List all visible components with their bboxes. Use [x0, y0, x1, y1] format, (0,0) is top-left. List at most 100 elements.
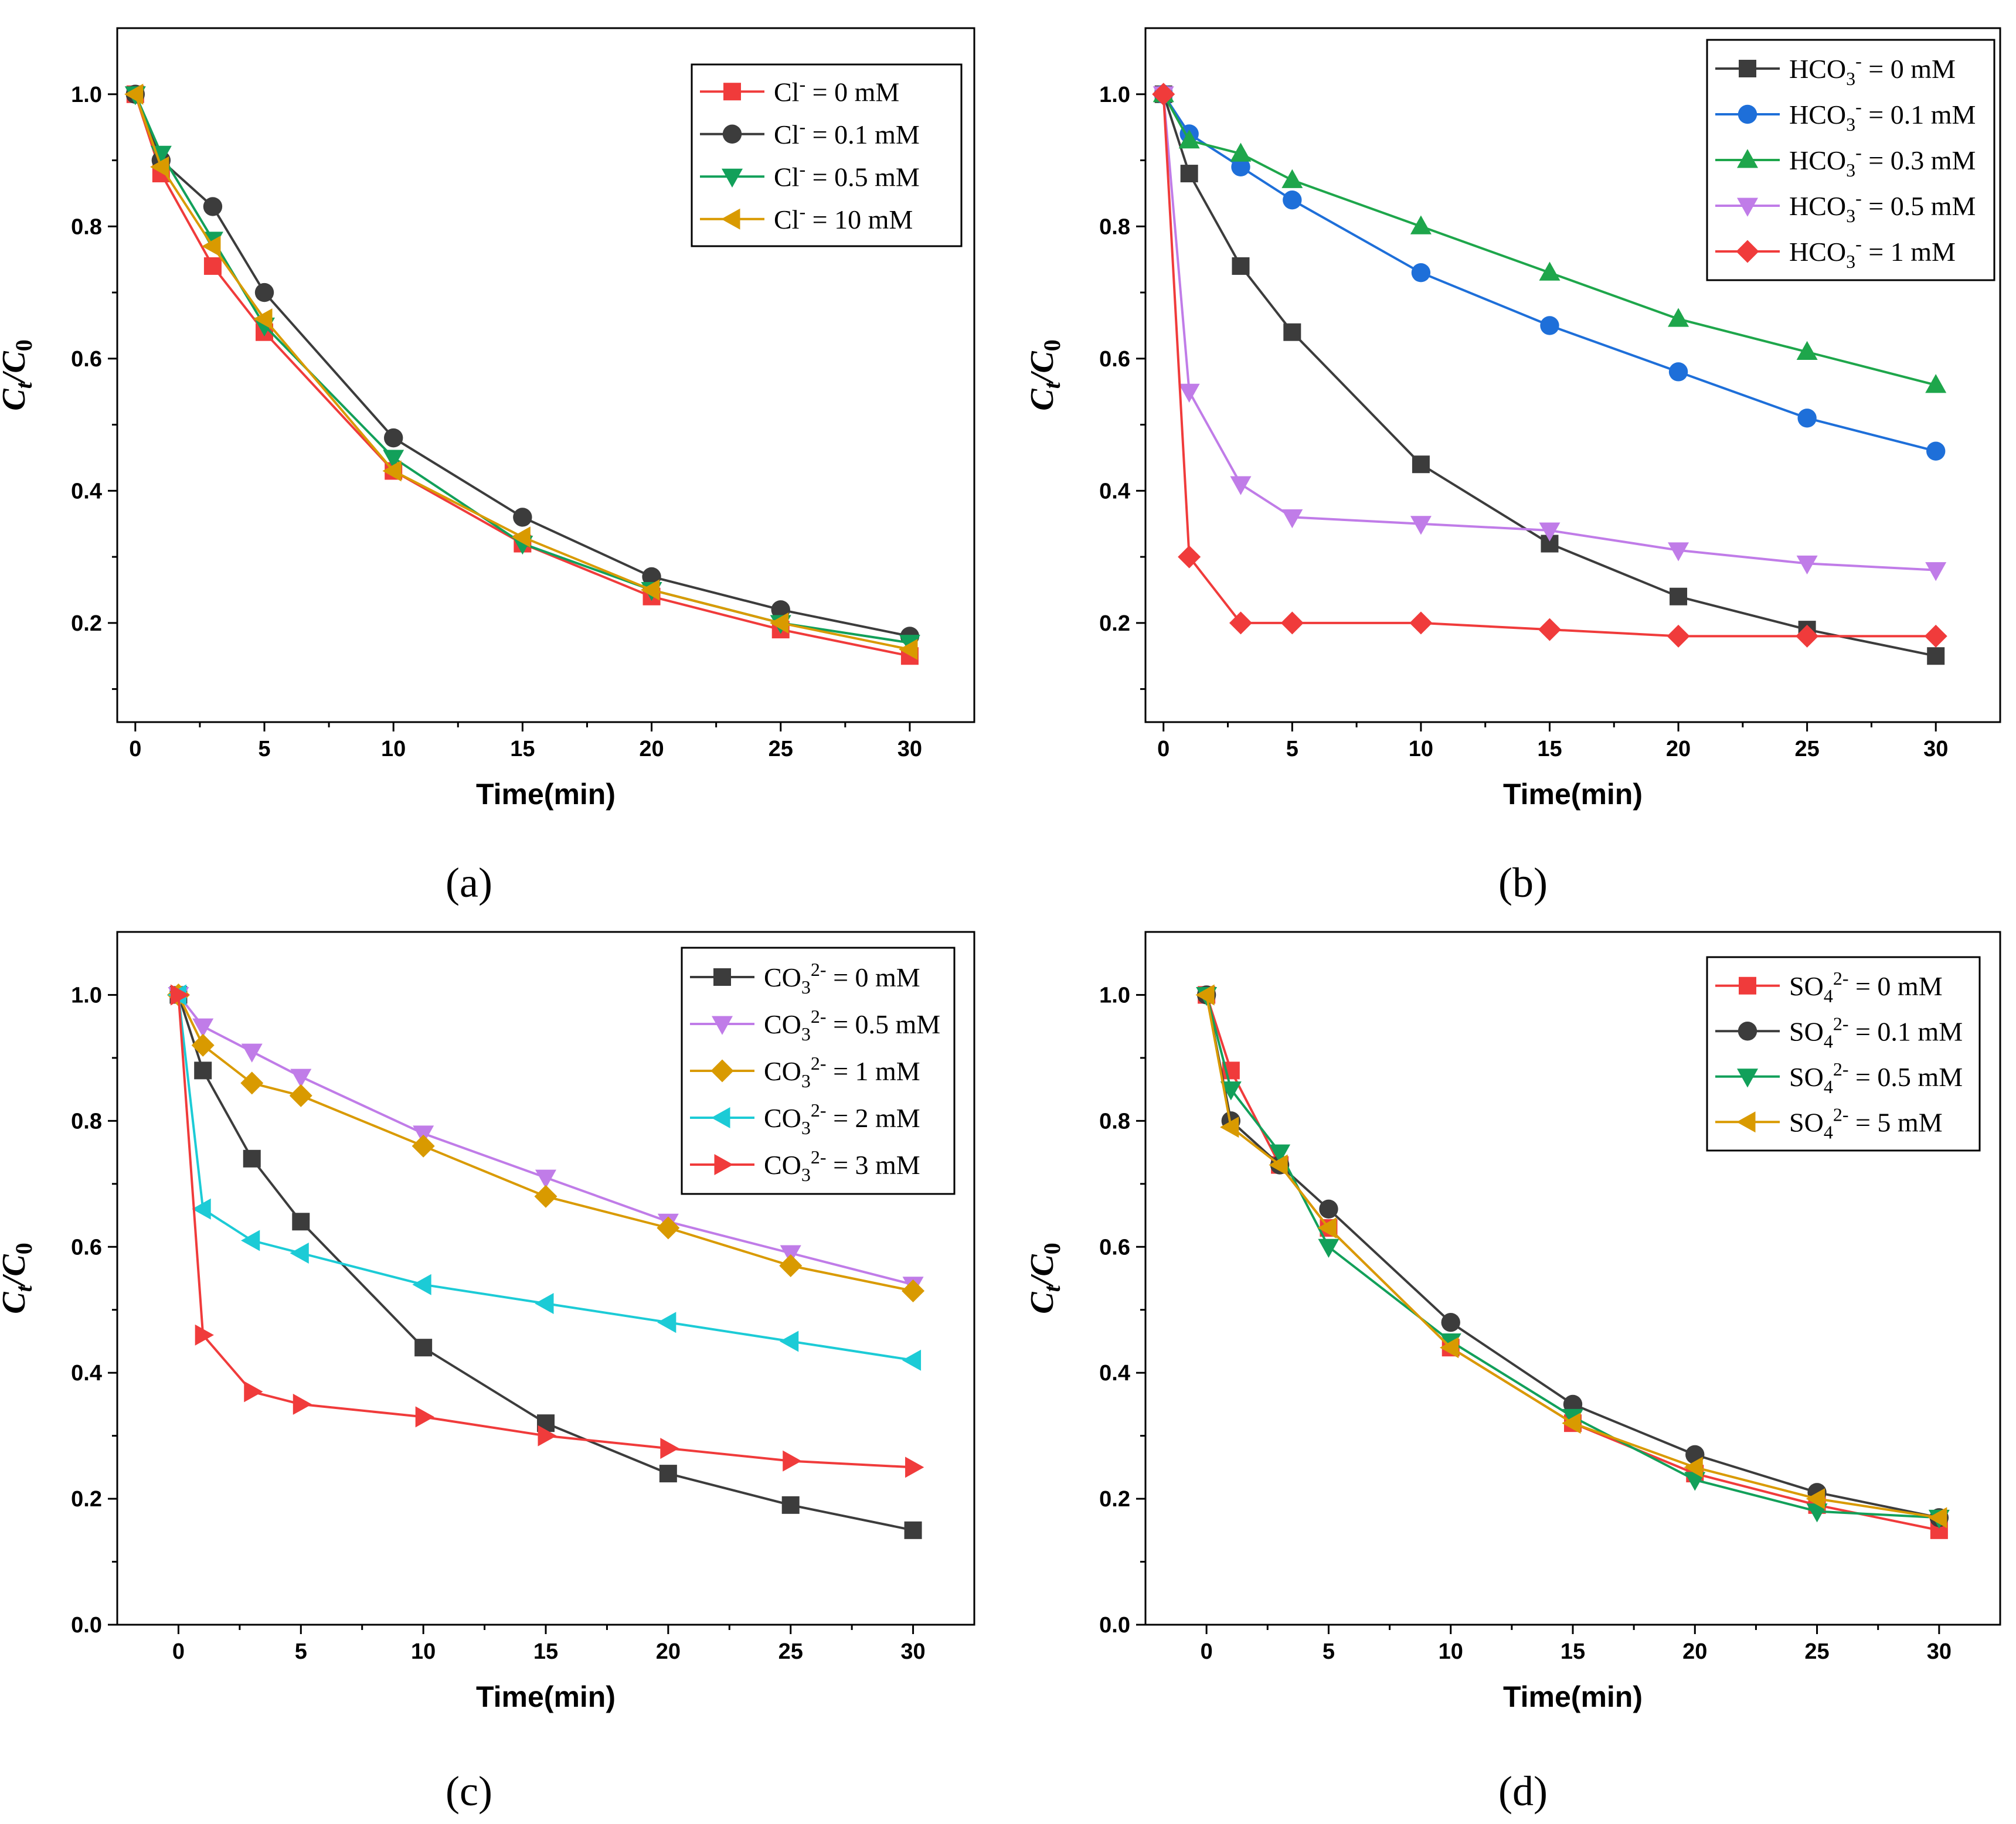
- data-point: [412, 1134, 435, 1158]
- data-point: [1319, 1199, 1338, 1219]
- data-point: [1231, 157, 1250, 176]
- data-point: [1230, 142, 1252, 162]
- data-point: [1926, 441, 1946, 461]
- y-axis-title-part: C: [1024, 1292, 1060, 1314]
- y-axis-title-sub: t: [1039, 1284, 1065, 1292]
- data-point: [1318, 1238, 1340, 1258]
- data-point: [779, 1254, 803, 1278]
- y-tick-label: 0.4: [71, 479, 102, 503]
- x-tick-label: 0: [172, 1639, 185, 1664]
- legend-label: Cl- = 0 mM: [774, 73, 899, 107]
- data-point: [1797, 409, 1817, 428]
- x-axis-title: Time(min): [1503, 1680, 1643, 1713]
- x-tick-label: 15: [1561, 1639, 1585, 1664]
- legend-item: HCO3- = 0 mM: [1715, 50, 1956, 89]
- data-point: [382, 460, 402, 482]
- data-point: [170, 984, 190, 1006]
- legend-swatch-marker: [1736, 1111, 1756, 1133]
- data-point: [535, 1292, 554, 1314]
- data-point: [1925, 562, 1947, 581]
- data-point: [1796, 341, 1818, 360]
- y-axis-title-part: C: [0, 351, 32, 373]
- y-tick-label: 0.8: [71, 215, 102, 239]
- legend-label: SO42- = 0 mM: [1789, 968, 1943, 1006]
- data-point: [1670, 587, 1688, 605]
- x-tick-label: 5: [258, 737, 270, 761]
- y-axis-title-part: C: [1024, 389, 1060, 411]
- data-point: [1806, 1503, 1828, 1523]
- panel-label: (d): [1498, 1768, 1548, 1815]
- data-point: [1283, 190, 1302, 210]
- legend-item: SO42- = 0 mM: [1715, 968, 1943, 1006]
- data-point: [244, 1381, 263, 1403]
- legend-item: Cl- = 10 mM: [700, 201, 913, 234]
- data-point: [1220, 1081, 1242, 1101]
- x-tick-label: 20: [639, 737, 664, 761]
- data-point: [241, 1043, 263, 1063]
- legend-label: CO32- = 0.5 mM: [764, 1006, 940, 1044]
- legend: HCO3- = 0 mM HCO3- = 0.1 mM HCO3- = 0.3 mM…: [1706, 39, 1995, 281]
- y-tick-label: 0.6: [1099, 1235, 1130, 1260]
- data-point: [902, 1279, 925, 1302]
- data-point: [904, 1521, 922, 1539]
- data-point: [535, 1169, 556, 1189]
- y-tick-label: 0.2: [1099, 611, 1130, 636]
- data-point: [150, 156, 169, 178]
- x-tick-label: 25: [1804, 1639, 1829, 1664]
- panel-label: (c): [446, 1768, 492, 1815]
- data-point: [1152, 83, 1175, 106]
- x-tick-label: 10: [381, 737, 406, 761]
- y-tick-label: 0.0: [1099, 1613, 1130, 1638]
- x-tick-label: 30: [897, 737, 922, 761]
- x-tick-label: 15: [510, 737, 535, 761]
- legend-item: CO32- = 1 mM: [690, 1053, 920, 1091]
- panel-label: (b): [1498, 859, 1548, 906]
- legend-label: HCO3- = 0 mM: [1789, 50, 1956, 89]
- data-point: [192, 1198, 211, 1220]
- y-axis-title: Ct/C0: [1024, 339, 1065, 410]
- data-point: [657, 1216, 680, 1240]
- data-point: [1220, 1117, 1239, 1138]
- legend-item: Cl- = 0 mM: [700, 73, 899, 107]
- data-point: [383, 450, 404, 469]
- series-4: [167, 984, 922, 1371]
- data-point: [905, 1457, 924, 1478]
- y-axis-title-sub: 0: [11, 1243, 37, 1254]
- x-tick-label: 25: [778, 1639, 803, 1664]
- y-axis-title-part: C: [1024, 1254, 1060, 1277]
- chart-panel-2: 0 5 10 15 20 25 30 0.2 0.4 0.6 0.8 1.0 Time(min) Ct/C…: [1024, 27, 2001, 906]
- data-point: [243, 1149, 261, 1168]
- legend-item: Cl- = 0.5 mM: [700, 158, 920, 192]
- legend-swatch-marker: [1738, 1022, 1757, 1041]
- y-tick-label: 0.2: [1099, 1487, 1130, 1512]
- data-point: [1180, 165, 1198, 183]
- data-point: [1668, 542, 1689, 562]
- data-point: [290, 1068, 312, 1088]
- y-axis-title-part: C: [0, 1254, 32, 1277]
- data-point: [1925, 374, 1947, 393]
- data-point: [240, 1230, 260, 1251]
- legend-item: CO32- = 0.5 mM: [690, 1006, 940, 1044]
- legend-item: HCO3- = 0.5 mM: [1715, 188, 1976, 226]
- legend-swatch-marker: [722, 168, 743, 188]
- plot-frame: [116, 27, 975, 723]
- data-point: [1439, 1337, 1459, 1359]
- legend-swatch-marker: [721, 208, 740, 230]
- y-tick-label: 0.4: [71, 1361, 102, 1386]
- data-point: [1684, 1457, 1703, 1478]
- legend-item: CO32- = 0 mM: [690, 959, 920, 998]
- legend-item: SO42- = 5 mM: [1715, 1104, 1943, 1142]
- y-tick-label: 0.2: [71, 1487, 102, 1512]
- y-axis-title-sub: t: [11, 381, 37, 389]
- data-point: [254, 283, 274, 302]
- data-point: [203, 197, 223, 216]
- legend-label: CO32- = 0 mM: [764, 959, 920, 998]
- legend-item: CO32- = 3 mM: [690, 1146, 920, 1185]
- x-tick-label: 0: [1201, 1639, 1213, 1664]
- data-point: [1229, 611, 1252, 635]
- data-point: [1281, 169, 1303, 188]
- legend-item: HCO3- = 0.3 mM: [1715, 142, 1976, 181]
- y-axis-title-part: C: [1024, 351, 1060, 373]
- y-axis-title: Ct/C0: [0, 1243, 37, 1313]
